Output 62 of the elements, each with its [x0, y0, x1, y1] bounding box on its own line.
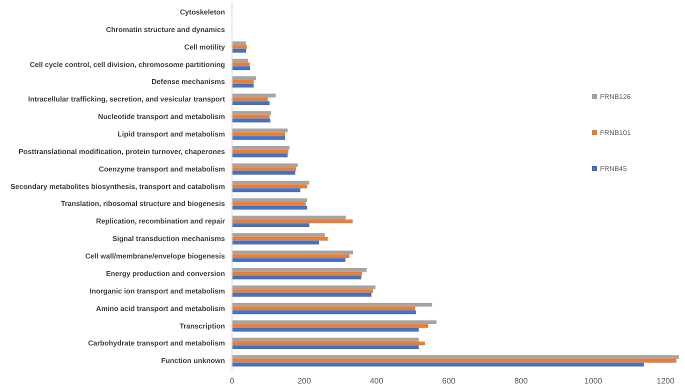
- bar: [232, 342, 425, 346]
- bar: [232, 163, 298, 168]
- bar: [232, 132, 286, 136]
- bar: [232, 128, 288, 132]
- bar: [232, 167, 296, 171]
- bar: [232, 289, 373, 293]
- bar: [232, 80, 254, 84]
- bar: [232, 118, 270, 122]
- bar: [232, 338, 419, 342]
- bar: [232, 136, 286, 140]
- bar: [232, 76, 256, 80]
- bar: [232, 45, 247, 49]
- bar: [232, 268, 367, 272]
- x-tick-label: 0: [230, 376, 235, 386]
- bar: [232, 198, 308, 202]
- bar: [232, 154, 288, 158]
- bar: [232, 94, 276, 98]
- bar: [232, 240, 320, 244]
- bar: [232, 66, 250, 70]
- bar: [232, 358, 676, 363]
- bar: [232, 306, 416, 310]
- bar: [232, 285, 376, 290]
- bar: [232, 272, 362, 276]
- bar: [232, 324, 428, 328]
- bar: [232, 236, 328, 241]
- bar: [232, 146, 290, 150]
- bar: [232, 258, 346, 262]
- bar: [232, 216, 346, 220]
- bar: [232, 62, 250, 66]
- bar: [232, 320, 436, 324]
- bar: [232, 206, 308, 210]
- bar: [232, 223, 310, 228]
- bar: [232, 84, 254, 88]
- bar: [232, 345, 419, 350]
- bar: [232, 202, 306, 206]
- bar: [232, 114, 270, 119]
- bar: [232, 302, 432, 307]
- bar: [232, 292, 372, 297]
- bar: [232, 101, 270, 105]
- bar: [232, 97, 268, 102]
- x-tick-label: 1200: [656, 376, 675, 386]
- x-tick-label: 800: [514, 376, 528, 386]
- bar: [232, 276, 362, 280]
- bar: [232, 150, 288, 154]
- x-tick-label: 200: [298, 376, 312, 386]
- x-tick-label: 400: [370, 376, 384, 386]
- bar: [232, 170, 296, 175]
- bar: [232, 355, 679, 359]
- bar: [232, 111, 272, 115]
- bar: [232, 219, 353, 224]
- bar: [232, 184, 308, 188]
- bar: [232, 362, 644, 367]
- bar: [232, 180, 310, 185]
- x-tick-label: 600: [442, 376, 456, 386]
- bar: [232, 58, 248, 63]
- x-tick-label: 1000: [584, 376, 603, 386]
- bar: [232, 250, 354, 254]
- bar: [232, 188, 300, 192]
- bar: [232, 254, 350, 258]
- bar: [232, 233, 325, 237]
- bar: [232, 328, 419, 332]
- bar: [232, 310, 416, 314]
